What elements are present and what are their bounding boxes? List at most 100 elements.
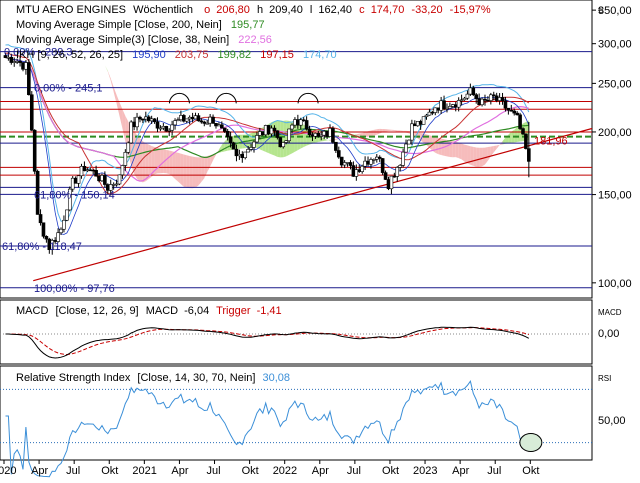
candle-body bbox=[217, 125, 220, 126]
candle-body bbox=[16, 61, 19, 62]
candle-body bbox=[495, 96, 498, 101]
price-tick-label: 150,00 bbox=[598, 190, 632, 202]
candle-body bbox=[492, 95, 495, 96]
candle-body bbox=[498, 97, 501, 100]
candle-body bbox=[30, 95, 33, 130]
candle-body bbox=[168, 130, 171, 131]
candle-body bbox=[273, 128, 276, 131]
candle-body bbox=[200, 121, 203, 122]
macd-axis-tick: 0,00 bbox=[598, 328, 619, 340]
time-tick-label: Apr bbox=[312, 465, 329, 477]
cloud-segment bbox=[175, 152, 178, 181]
candle-body bbox=[220, 125, 223, 128]
candle-body bbox=[413, 124, 416, 126]
cloud-segment bbox=[391, 130, 394, 131]
candle-body bbox=[261, 132, 264, 135]
candle-body bbox=[428, 112, 431, 115]
candle-body bbox=[475, 95, 478, 99]
candle-body bbox=[252, 142, 255, 147]
candle-body bbox=[229, 137, 232, 143]
time-tick-label: Okt bbox=[382, 465, 399, 477]
indicator-lines-layer bbox=[0, 45, 592, 288]
cloud-segment bbox=[198, 157, 201, 185]
candle-body bbox=[451, 105, 454, 107]
candle-body bbox=[112, 184, 115, 185]
candle-body bbox=[466, 94, 469, 98]
price-annotation: 181,96 bbox=[534, 136, 568, 148]
rsi-highlight-circle bbox=[520, 434, 542, 452]
candle-body bbox=[349, 162, 352, 165]
candle-body bbox=[176, 120, 179, 121]
candle-body bbox=[270, 128, 273, 134]
candle-body bbox=[489, 95, 492, 101]
price-tick-label: 250,00 bbox=[598, 78, 632, 90]
time-tick-label: 2020 bbox=[0, 465, 16, 477]
macd-legend: MACD [Close, 12, 26, 9] MACD -6,04 Trigg… bbox=[16, 305, 282, 317]
candle-body bbox=[238, 154, 241, 156]
cloud-segment bbox=[462, 144, 465, 162]
cloud-segment bbox=[190, 156, 193, 188]
candle-body bbox=[407, 140, 410, 144]
cloud-segment bbox=[371, 130, 374, 136]
cloud-segment bbox=[196, 157, 199, 187]
candle-body bbox=[390, 176, 393, 189]
candle-body bbox=[191, 117, 194, 119]
candle-body bbox=[24, 63, 27, 70]
cloud-segment bbox=[386, 129, 389, 131]
cloud-segment bbox=[380, 129, 383, 134]
time-tick-label: Okt bbox=[522, 465, 539, 477]
candle-body bbox=[288, 129, 291, 141]
fib-label: 0,00% - 245,1 bbox=[34, 83, 103, 95]
candle-body bbox=[92, 170, 95, 171]
macd-axis-tag: MACD bbox=[598, 308, 622, 317]
cloud-segment bbox=[207, 155, 210, 172]
cloud-segment bbox=[374, 129, 377, 135]
candle-body bbox=[440, 101, 443, 110]
candle-body bbox=[45, 236, 48, 239]
fib-label: 100,00% - 97,76 bbox=[34, 283, 115, 295]
cloud-segment bbox=[181, 154, 184, 187]
candle-body bbox=[95, 170, 98, 176]
price-tick-label: 300,00 bbox=[598, 39, 632, 51]
legend-ma38: Moving Average Simple(3) [Close, 38, Nei… bbox=[16, 34, 272, 46]
candle-body bbox=[159, 128, 162, 129]
candle-body bbox=[33, 130, 36, 171]
candle-body bbox=[133, 122, 136, 127]
cloud-segment bbox=[117, 95, 120, 116]
candle-body bbox=[223, 128, 226, 131]
price-tick-label: 200,00 bbox=[598, 127, 632, 139]
time-tick-label: Okt bbox=[242, 465, 259, 477]
candle-body bbox=[241, 154, 244, 157]
candle-body bbox=[74, 178, 77, 183]
candle-body bbox=[305, 120, 308, 129]
candle-body bbox=[445, 108, 448, 109]
time-tick-label: Jul bbox=[487, 465, 501, 477]
candle-body bbox=[472, 88, 475, 95]
time-tick-label: Apr bbox=[31, 465, 48, 477]
candle-body bbox=[469, 88, 472, 94]
candle-body bbox=[250, 147, 253, 149]
candle-body bbox=[317, 133, 320, 136]
candle-body bbox=[212, 117, 215, 123]
candle-body bbox=[115, 184, 118, 185]
candle-body bbox=[71, 178, 74, 189]
cloud-segment bbox=[114, 87, 117, 104]
time-tick-label: Jul bbox=[207, 465, 221, 477]
candle-body bbox=[279, 138, 282, 147]
candle-body bbox=[89, 170, 92, 171]
time-tick-label: 2021 bbox=[132, 465, 156, 477]
candle-body bbox=[396, 167, 399, 176]
candle-body bbox=[381, 159, 384, 173]
candle-body bbox=[121, 165, 124, 174]
candle-body bbox=[425, 115, 428, 117]
cloud-segment bbox=[108, 71, 111, 81]
cloud-segment bbox=[497, 145, 500, 149]
cloud-segment bbox=[184, 155, 187, 188]
candle-body bbox=[375, 157, 378, 159]
candle-body bbox=[337, 151, 340, 158]
candle-body bbox=[384, 173, 387, 180]
candle-body bbox=[39, 214, 42, 222]
candle-body bbox=[358, 170, 361, 172]
cloud-segment bbox=[327, 140, 330, 141]
